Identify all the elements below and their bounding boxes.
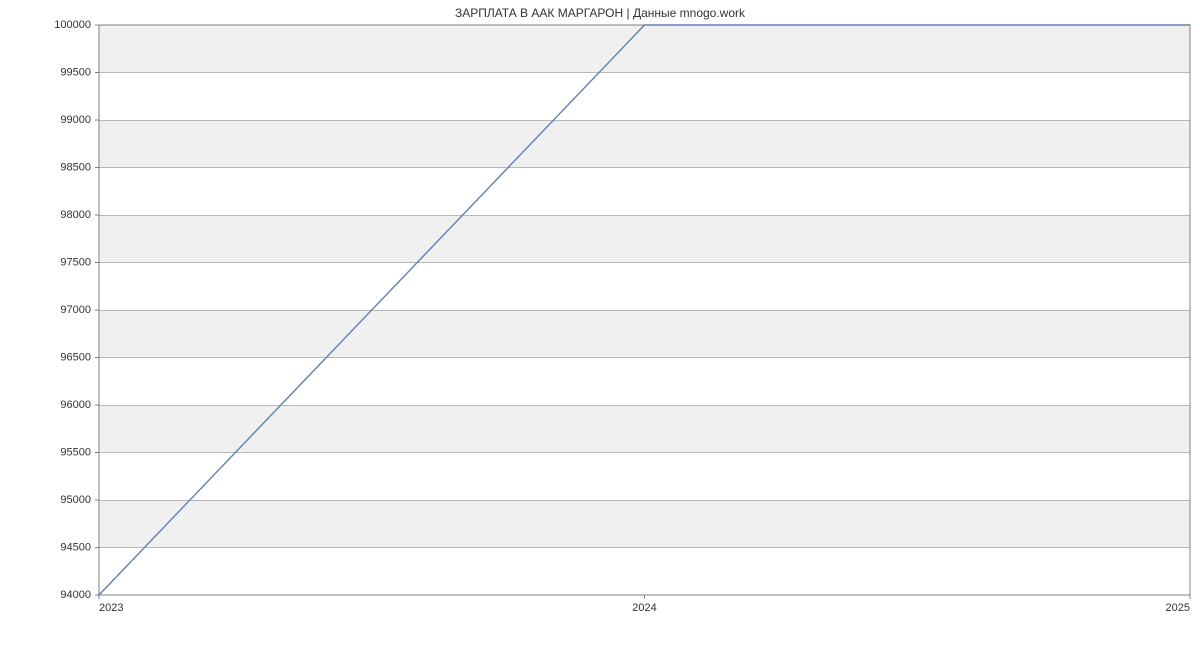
y-tick-label: 96000 — [60, 399, 91, 411]
y-tick-label: 95000 — [60, 494, 91, 506]
chart-title: ЗАРПЛАТА В ААК МАРГАРОН | Данные mnogo.w… — [0, 6, 1200, 20]
y-tick-label: 95500 — [60, 446, 91, 458]
y-tick-label: 98500 — [60, 161, 91, 173]
x-tick-label: 2023 — [99, 602, 123, 614]
x-tick-label: 2025 — [1166, 602, 1190, 614]
y-tick-label: 94500 — [60, 541, 91, 553]
y-tick-label: 97500 — [60, 256, 91, 268]
plot-band — [99, 215, 1190, 263]
y-tick-label: 96500 — [60, 351, 91, 363]
plot-band — [99, 500, 1190, 548]
plot-band — [99, 405, 1190, 453]
y-tick-label: 98000 — [60, 209, 91, 221]
plot-band — [99, 310, 1190, 358]
y-tick-label: 94000 — [60, 589, 91, 601]
chart-container: ЗАРПЛАТА В ААК МАРГАРОН | Данные mnogo.w… — [0, 0, 1200, 650]
y-tick-label: 99500 — [60, 66, 91, 78]
chart-svg: 94000 94500 95000 95500 96000 96500 97000 97500… — [0, 0, 1200, 650]
x-tick-label: 2024 — [632, 602, 656, 614]
y-tick-label: 97000 — [60, 304, 91, 316]
y-tick-label: 100000 — [54, 19, 91, 31]
plot-band — [99, 120, 1190, 168]
plot-band — [99, 25, 1190, 73]
y-tick-label: 99000 — [60, 114, 91, 126]
